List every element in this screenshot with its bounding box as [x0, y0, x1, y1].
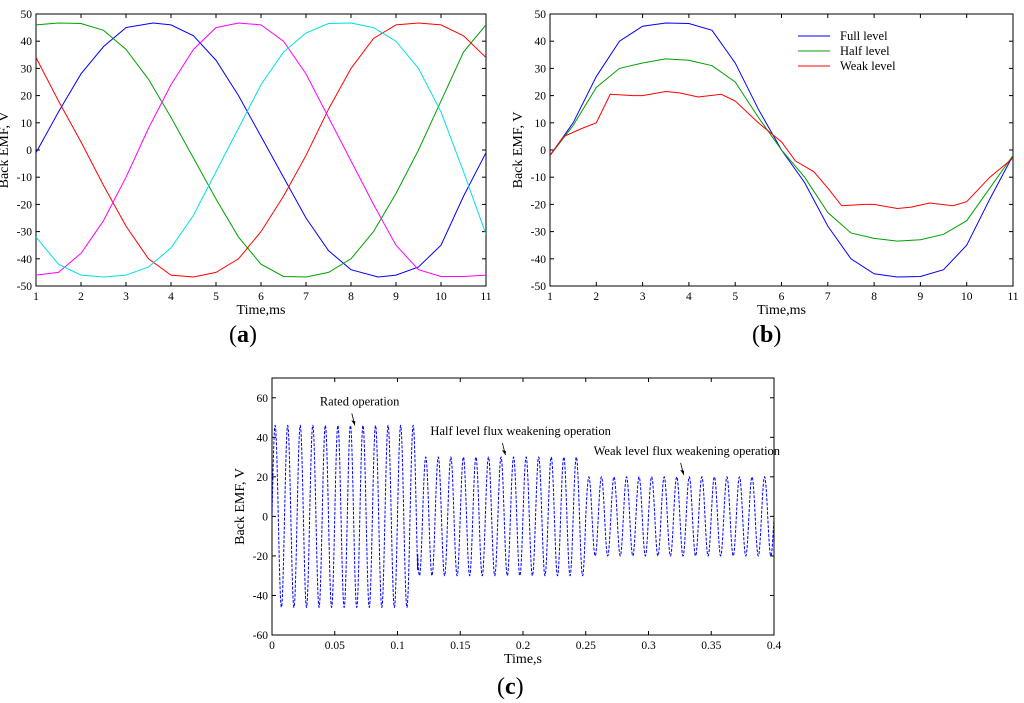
y-tick-label: 40: [21, 36, 33, 48]
x-tick-label: 0.05: [325, 640, 345, 652]
x-tick-label: 11: [1007, 291, 1018, 303]
x-tick-label: 10: [961, 291, 973, 303]
panel-label-a: (a): [229, 322, 257, 348]
chart-a-back-emf-three-phase: 1 2 3 4 5 6 7 8 9 10 11 -50 -40 -30 -20 -10 0 10 20 30 40 50 T…: [0, 9, 492, 318]
y-tick-label: 50: [535, 9, 547, 21]
annotation-label: Weak level flux weakening operation: [594, 444, 781, 458]
x-tick-label: 11: [480, 291, 491, 303]
y-axis-label: Back EMF, V: [0, 112, 12, 189]
x-tick-label: 7: [825, 291, 831, 303]
y-tick-label: 20: [21, 91, 33, 103]
x-tick-label: 1: [547, 291, 553, 303]
legend-entry: Half level: [840, 44, 890, 58]
annotation-label: Rated operation: [320, 394, 400, 408]
x-tick-label: 0.4: [767, 640, 782, 652]
y-tick-label: 0: [262, 511, 268, 523]
y-tick-label: 60: [257, 393, 269, 405]
y-tick-label: -40: [531, 254, 547, 266]
y-tick-label: 20: [257, 472, 269, 484]
x-tick-label: 0.35: [701, 640, 721, 652]
annotation-arrowhead: [501, 450, 506, 456]
x-tick-label: 3: [640, 291, 646, 303]
y-tick-label: -30: [17, 227, 33, 239]
x-tick-label: 3: [123, 291, 129, 303]
panel-label-a-letter: a: [237, 322, 249, 348]
series-line-2: [550, 58, 1013, 242]
x-tick-label: 9: [393, 291, 399, 303]
y-tick-label: 20: [535, 91, 547, 103]
y-tick-label: -30: [531, 227, 547, 239]
x-tick-label: 0.15: [450, 640, 470, 652]
x-tick-label: 1: [33, 291, 39, 303]
x-tick-label: 5: [213, 291, 219, 303]
chart-c-back-emf-time-series: 0 0.05 0.1 0.15 0.2 0.25 0.3 0.35 0.4 -60 -40 -20 0 2…: [233, 377, 782, 667]
annotation-label: Half level flux weakening operation: [430, 424, 611, 438]
x-axis-label: Time,s: [504, 652, 542, 667]
chart-b-back-emf-flux-levels: 1 2 3 4 5 6 7 8 9 10 11 -50 -40 -30 -20 -10 0 10 20 30 40 50 T…: [511, 9, 1019, 318]
y-tick-label: -10: [531, 172, 547, 184]
y-tick-label: -20: [17, 199, 33, 211]
x-tick-label: 0.1: [390, 640, 405, 652]
annotation-arrowhead: [680, 469, 685, 475]
x-tick-label: 4: [686, 291, 692, 303]
annotation-arrowhead: [351, 420, 356, 426]
x-tick-label: 0.25: [576, 640, 596, 652]
y-tick-label: 0: [26, 145, 32, 157]
y-tick-label: 30: [535, 63, 547, 75]
y-tick-label: -50: [17, 281, 33, 293]
y-tick-label: 50: [21, 9, 33, 21]
x-tick-label: 0: [269, 640, 275, 652]
x-tick-label: 8: [348, 291, 354, 303]
y-tick-label: 30: [21, 63, 33, 75]
series-line-1: [272, 424, 774, 609]
panel-label-c: (c): [497, 674, 524, 700]
x-axis-label: Time,ms: [237, 303, 286, 318]
y-tick-label: -60: [253, 630, 269, 642]
y-axis-label: Back EMF, V: [511, 112, 526, 189]
panel-label-b-letter: b: [760, 322, 774, 348]
legend-entry: Weak level: [840, 59, 896, 73]
x-tick-label: 8: [871, 291, 877, 303]
x-tick-label: 2: [593, 291, 599, 303]
y-tick-label: -10: [17, 172, 33, 184]
series-line-3: [550, 91, 1013, 209]
x-tick-label: 7: [303, 291, 309, 303]
y-tick-label: -20: [531, 199, 547, 211]
y-tick-label: 10: [21, 118, 33, 130]
series-line-3: [36, 22, 486, 278]
y-tick-label: -20: [253, 551, 269, 563]
x-tick-label: 6: [779, 291, 785, 303]
x-tick-label: 6: [258, 291, 264, 303]
y-tick-label: -40: [17, 254, 33, 266]
y-tick-label: 0: [540, 145, 546, 157]
x-tick-label: 0.3: [641, 640, 656, 652]
y-tick-label: 10: [535, 118, 547, 130]
x-tick-label: 9: [918, 291, 924, 303]
x-tick-label: 10: [435, 291, 447, 303]
legend-entry: Full level: [840, 29, 888, 43]
x-axis-label: Time,ms: [757, 303, 806, 318]
y-tick-label: -50: [531, 281, 547, 293]
panel-label-c-letter: c: [505, 674, 516, 700]
x-tick-label: 4: [168, 291, 174, 303]
x-tick-label: 2: [78, 291, 84, 303]
series-line-1: [36, 22, 486, 278]
y-axis-label: Back EMF, V: [233, 468, 248, 545]
x-tick-label: 0.2: [516, 640, 531, 652]
x-tick-label: 5: [732, 291, 738, 303]
panel-label-b: (b): [752, 322, 782, 348]
y-tick-label: -40: [253, 590, 269, 602]
y-tick-label: 40: [535, 36, 547, 48]
y-tick-label: 40: [257, 432, 269, 444]
series-line-4: [36, 22, 486, 277]
series-line-5: [36, 22, 486, 278]
series-line-2: [36, 22, 486, 278]
